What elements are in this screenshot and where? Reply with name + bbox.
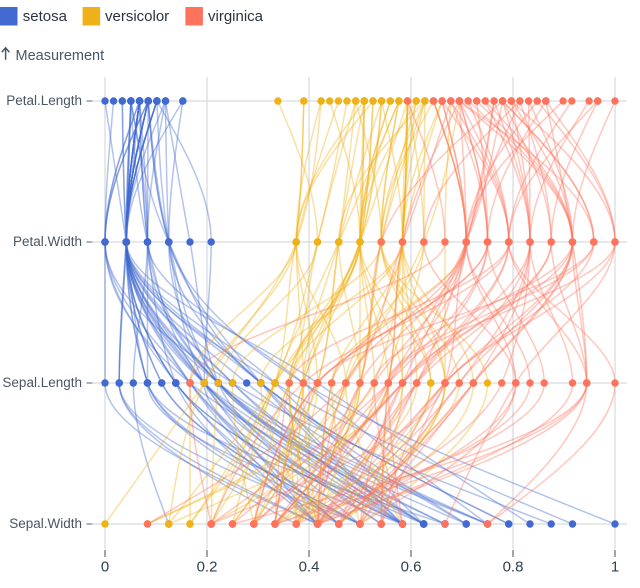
svg-text:Measurement: Measurement <box>16 48 105 64</box>
svg-text:Sepal.Length: Sepal.Length <box>2 375 82 390</box>
svg-text:0: 0 <box>101 559 109 576</box>
svg-text:Petal.Width: Petal.Width <box>13 234 82 249</box>
svg-text:0.2: 0.2 <box>197 559 218 576</box>
svg-text:versicolor: versicolor <box>105 8 169 25</box>
svg-text:1: 1 <box>611 559 619 576</box>
svg-text:0.6: 0.6 <box>401 559 422 576</box>
svg-text:0.4: 0.4 <box>299 559 320 576</box>
svg-text:Petal.Length: Petal.Length <box>6 93 82 108</box>
svg-text:Sepal.Width: Sepal.Width <box>9 516 82 531</box>
svg-text:0.8: 0.8 <box>503 559 524 576</box>
svg-text:setosa: setosa <box>23 8 68 25</box>
svg-text:virginica: virginica <box>208 8 264 25</box>
